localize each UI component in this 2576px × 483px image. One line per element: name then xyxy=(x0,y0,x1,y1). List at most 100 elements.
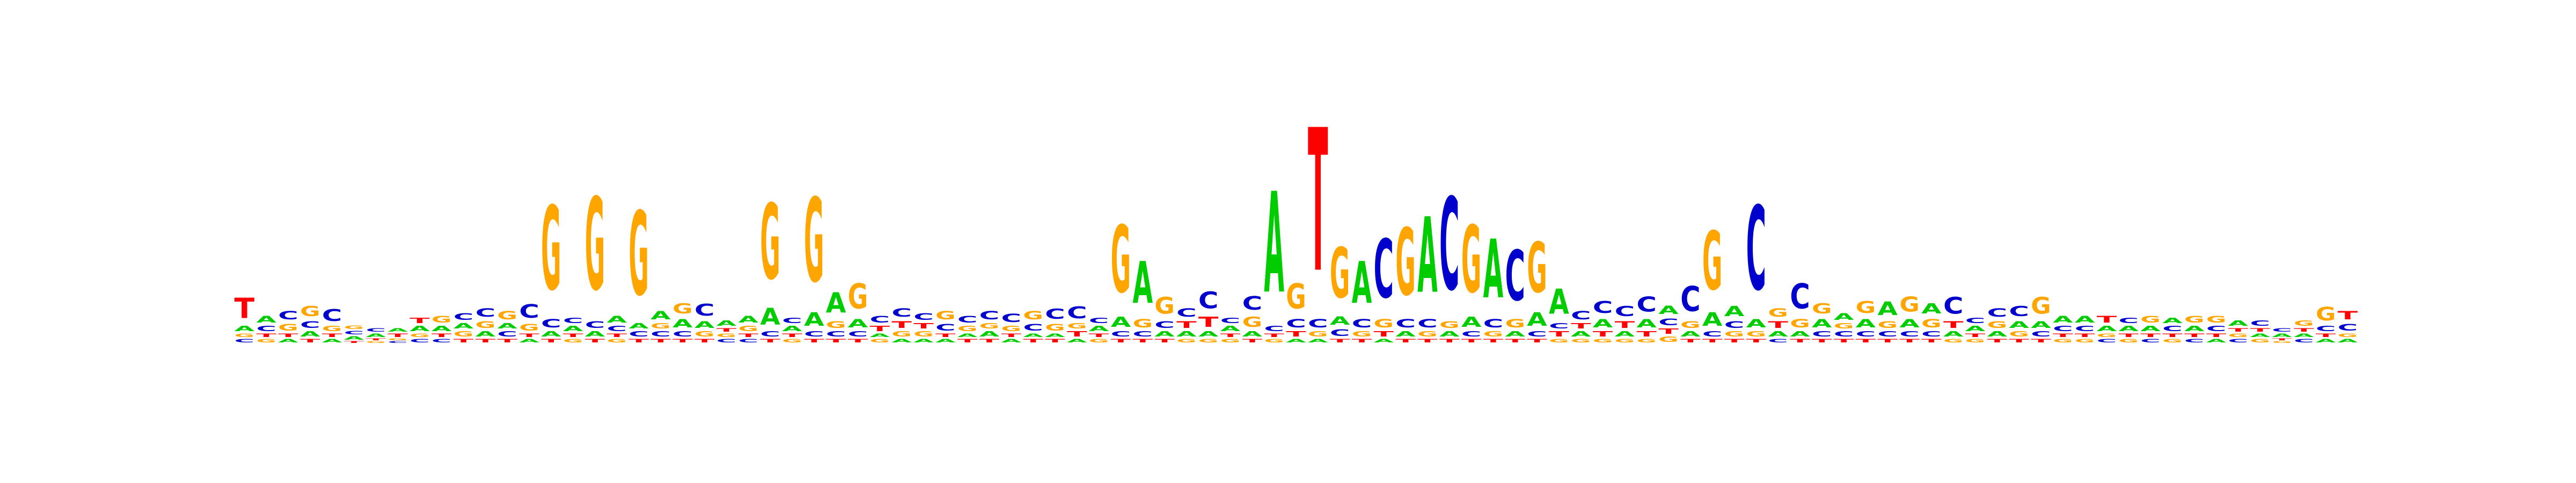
logo-letter-T-36: T xyxy=(1001,333,1021,338)
logo-letter-C-25: C xyxy=(760,330,780,338)
logo-letter-G-10: G xyxy=(431,314,452,325)
logo-letter-G-97: G xyxy=(2338,333,2358,338)
logo-letter-G-34: G xyxy=(957,325,978,333)
logo-letter-T-12: T xyxy=(475,338,496,343)
logo-letter-A-12: A xyxy=(475,330,496,338)
logo-letter-T-73: T xyxy=(1812,338,1832,343)
logo-letter-G-63: G xyxy=(1593,338,1613,343)
logo-letter-C-2: C xyxy=(256,325,276,333)
logo-letter-T-82: T xyxy=(2009,338,2029,343)
logo-letter-A-9: A xyxy=(409,325,430,333)
logo-letter-A-60: A xyxy=(1527,309,1547,330)
logo-letter-T-52: T xyxy=(1352,338,1372,343)
logo-letter-A-46: A xyxy=(1220,325,1241,333)
logo-letter-T-13: T xyxy=(497,338,518,343)
logo-letter-T-35: T xyxy=(979,338,1000,343)
logo-letter-T-95: T xyxy=(2294,327,2314,333)
logo-letter-T-60: T xyxy=(1527,338,1547,343)
logo-letter-C-57: C xyxy=(1461,330,1482,338)
logo-letter-T-93: T xyxy=(2250,327,2271,333)
logo-letter-G-74: G xyxy=(1834,322,1854,330)
logo-letter-G-20: G xyxy=(650,322,671,330)
logo-letter-G-57: G xyxy=(1461,206,1482,314)
logo-letter-C-46: C xyxy=(1220,317,1241,325)
logo-letter-T-10: T xyxy=(431,333,452,338)
logo-letter-G-41: G xyxy=(1111,206,1131,314)
logo-letter-A-65: A xyxy=(1636,317,1657,330)
logo-letter-A-93: A xyxy=(2250,333,2271,338)
logo-letter-T-68: T xyxy=(1702,338,1723,343)
logo-letter-C-61: C xyxy=(1549,322,1569,330)
logo-letter-T-92: T xyxy=(2228,327,2249,333)
logo-letter-G-26: G xyxy=(782,338,802,343)
logo-letter-G-7: G xyxy=(366,341,386,343)
logo-letter-C-60: C xyxy=(1527,330,1547,338)
logo-letter-T-4: T xyxy=(300,338,320,343)
logo-letter-T-17: T xyxy=(585,338,605,343)
logo-letter-A-90: A xyxy=(2184,325,2205,333)
logo-letter-T-84: T xyxy=(2053,333,2073,338)
logo-letter-C-39: C xyxy=(1067,303,1087,322)
logo-letter-C-35: C xyxy=(979,309,1000,323)
logo-letter-A-89: A xyxy=(2162,317,2183,325)
logo-letter-G-39: G xyxy=(1067,322,1087,330)
logo-letter-G-69: G xyxy=(1724,330,1745,338)
logo-letter-G-68: G xyxy=(1702,215,1723,309)
logo-letter-C-90: C xyxy=(2184,338,2205,343)
logo-letter-C-22: C xyxy=(694,301,715,319)
logo-letter-A-3: A xyxy=(278,338,298,343)
logo-letter-T-7: T xyxy=(366,338,386,341)
logo-letter-A-64: A xyxy=(1615,330,1635,338)
logo-letter-C-26: C xyxy=(782,317,802,325)
logo-letter-A-42: A xyxy=(1132,250,1153,317)
logo-letter-T-32: T xyxy=(913,322,934,330)
logo-letter-T-71: T xyxy=(1768,319,1788,330)
logo-letter-G-52: G xyxy=(1352,330,1372,338)
logo-letter-T-85: T xyxy=(2075,333,2095,338)
logo-letter-C-76: C xyxy=(1877,330,1898,338)
logo-letter-C-72: C xyxy=(1790,276,1810,317)
logo-letter-C-94: C xyxy=(2272,327,2292,333)
logo-letter-G-55: G xyxy=(1417,330,1438,338)
logo-letter-T-49: T xyxy=(1286,330,1307,338)
logo-letter-G-50: G xyxy=(1308,330,1328,338)
logo-letter-C-13: C xyxy=(497,330,518,338)
logo-letter-G-87: G xyxy=(2119,338,2139,343)
logo-letter-A-24: A xyxy=(738,314,759,325)
logo-letter-A-20: A xyxy=(650,309,671,322)
logo-letter-A-53: A xyxy=(1374,338,1394,343)
logo-letter-G-5: G xyxy=(322,325,342,333)
logo-letter-T-75: T xyxy=(1856,338,1876,343)
logo-letter-A-34: A xyxy=(957,333,978,338)
logo-letter-C-67: C xyxy=(1680,279,1701,319)
logo-letter-C-93: C xyxy=(2250,319,2271,327)
logo-letter-T-81: T xyxy=(1987,338,2008,343)
logo-letter-T-74: T xyxy=(1834,338,1854,343)
logo-letter-A-40: A xyxy=(1089,325,1109,333)
logo-letter-A-33: A xyxy=(935,338,956,343)
logo-letter-C-38: C xyxy=(1045,306,1065,323)
logo-letter-C-56: C xyxy=(1439,172,1460,319)
